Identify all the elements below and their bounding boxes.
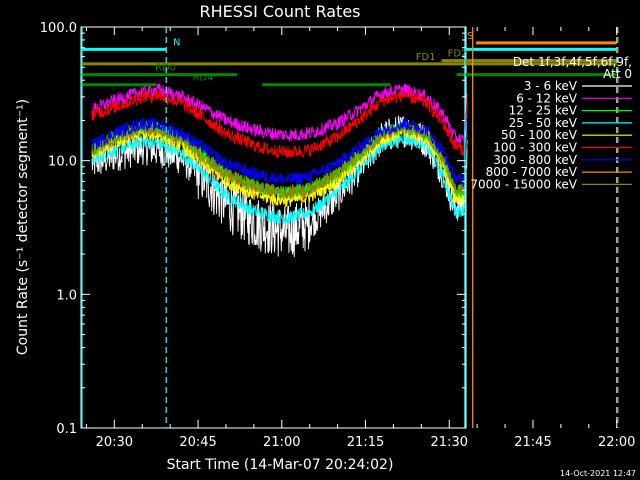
x-tick-label: 21:45 (514, 435, 551, 450)
legend-entry-label: 7000 - 15000 keV (470, 177, 577, 191)
legend-entry-label: 100 - 300 keV (493, 141, 577, 155)
y-tick-label: 100.0 (40, 21, 77, 36)
legend-entry-label: 12 - 25 keV (509, 104, 578, 118)
axis-layer: 20:30 20:45 21:00 21:15 21:30 21:45 22:00 0.1 1.… (40, 21, 636, 450)
series-layer (91, 83, 468, 289)
series-line (91, 83, 468, 147)
x-tick-label: 20:30 (96, 435, 133, 450)
legend-header-line-1: Det 1f,3f,4f,5f,6f,9f, (513, 55, 632, 69)
x-tick-label: 22:00 (598, 435, 635, 450)
flag-bar-layer: N S FD1 FD2 RD0 RD4 (81, 31, 617, 87)
legend-entry-label: 300 - 800 keV (493, 153, 577, 167)
flag-label-fd1: FD1 (416, 52, 436, 63)
legend-entry-label: 50 - 100 keV (501, 128, 578, 142)
legend-header-line-2: Att 0 (603, 67, 632, 81)
timestamp: 14-Oct-2021 12:47 (560, 469, 636, 478)
legend: Det 1f,3f,4f,5f,6f,9f, Att 0 3 - 6 keV6 … (470, 55, 632, 191)
legend-entry-label: 800 - 7000 keV (486, 165, 578, 179)
legend-entry-label: 3 - 6 keV (524, 79, 578, 93)
x-tick-label: 21:30 (431, 435, 468, 450)
series-line (91, 116, 468, 188)
flag-label-fd2: FD2 (448, 49, 468, 60)
x-tick-label: 21:00 (263, 435, 300, 450)
y-tick-label: 10.0 (48, 155, 77, 170)
x-tick-label: 21:15 (347, 435, 384, 450)
legend-entry-label: 25 - 50 keV (509, 116, 578, 130)
vertical-marker-layer (81, 27, 619, 428)
y-tick-label: 1.0 (56, 288, 77, 303)
x-axis-label: Start Time (14-Mar-07 20:24:02) (167, 457, 394, 473)
flag-label-rd0: RD0 (155, 63, 176, 74)
x-tick-label: 20:45 (179, 435, 216, 450)
y-tick-label: 0.1 (56, 422, 77, 437)
flag-label-rd4: RD4 (192, 73, 213, 84)
chart-title: RHESSI Count Rates (200, 2, 361, 21)
legend-entry-label: 6 - 12 keV (516, 91, 578, 105)
y-axis-label: Count Rate (s⁻¹ detector segment⁻¹) (15, 99, 31, 355)
flag-label-s: S (467, 31, 473, 42)
series-line (91, 88, 468, 159)
flag-label-n: N (173, 37, 180, 48)
